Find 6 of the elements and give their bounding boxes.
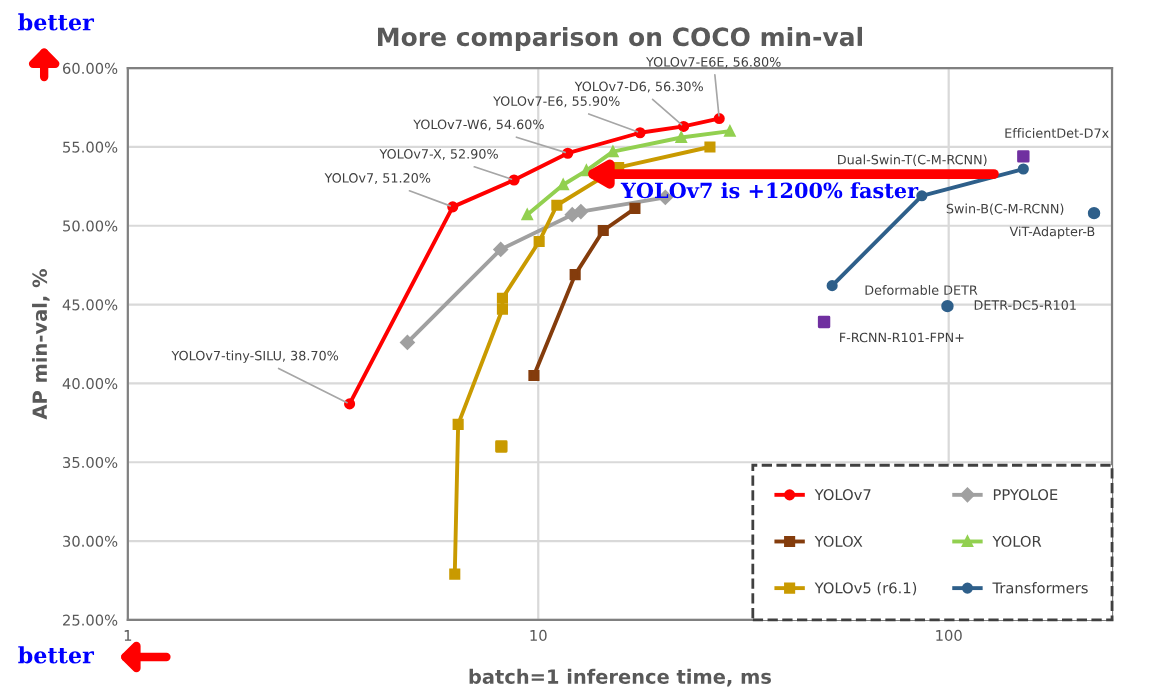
chart-title: More comparison on COCO min-val [378,26,863,52]
annotation: YOLOv7 is +1200% faster [620,182,919,199]
text: better [18,13,95,31]
y-axis-title: AP min-val, % [32,269,50,420]
text: better [18,646,95,664]
x-axis-title: batch=1 inference time, ms [469,668,771,687]
